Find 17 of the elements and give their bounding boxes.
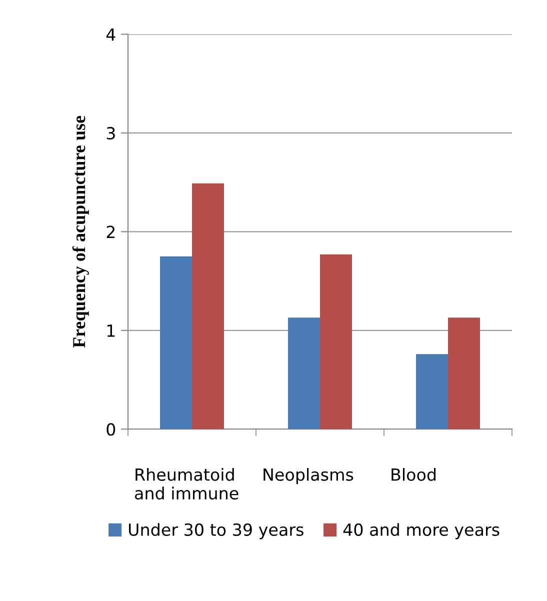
- y-tick-label: 3: [106, 126, 115, 140]
- bar: [416, 354, 448, 430]
- y-tick-label: 4: [106, 28, 116, 41]
- legend-label: Under 30 to 39 years: [129, 523, 304, 540]
- bar: [320, 254, 352, 430]
- bar: [288, 318, 320, 430]
- x-tick-label: Rheumatoid and immune: [134, 468, 238, 500]
- bar: [160, 256, 192, 430]
- x-tick-label: Blood: [392, 468, 436, 481]
- y-tick-label: 2: [106, 226, 115, 238]
- y-axis-title: Frequency of acupuncture use: [72, 116, 89, 348]
- bar: [192, 183, 224, 430]
- y-tick-label: 1: [107, 324, 115, 337]
- legend-label: 40 and more years: [343, 523, 500, 540]
- y-tick-label: 0: [106, 423, 116, 436]
- x-tick-label: Neoplasms: [264, 468, 354, 484]
- bar: [448, 318, 480, 430]
